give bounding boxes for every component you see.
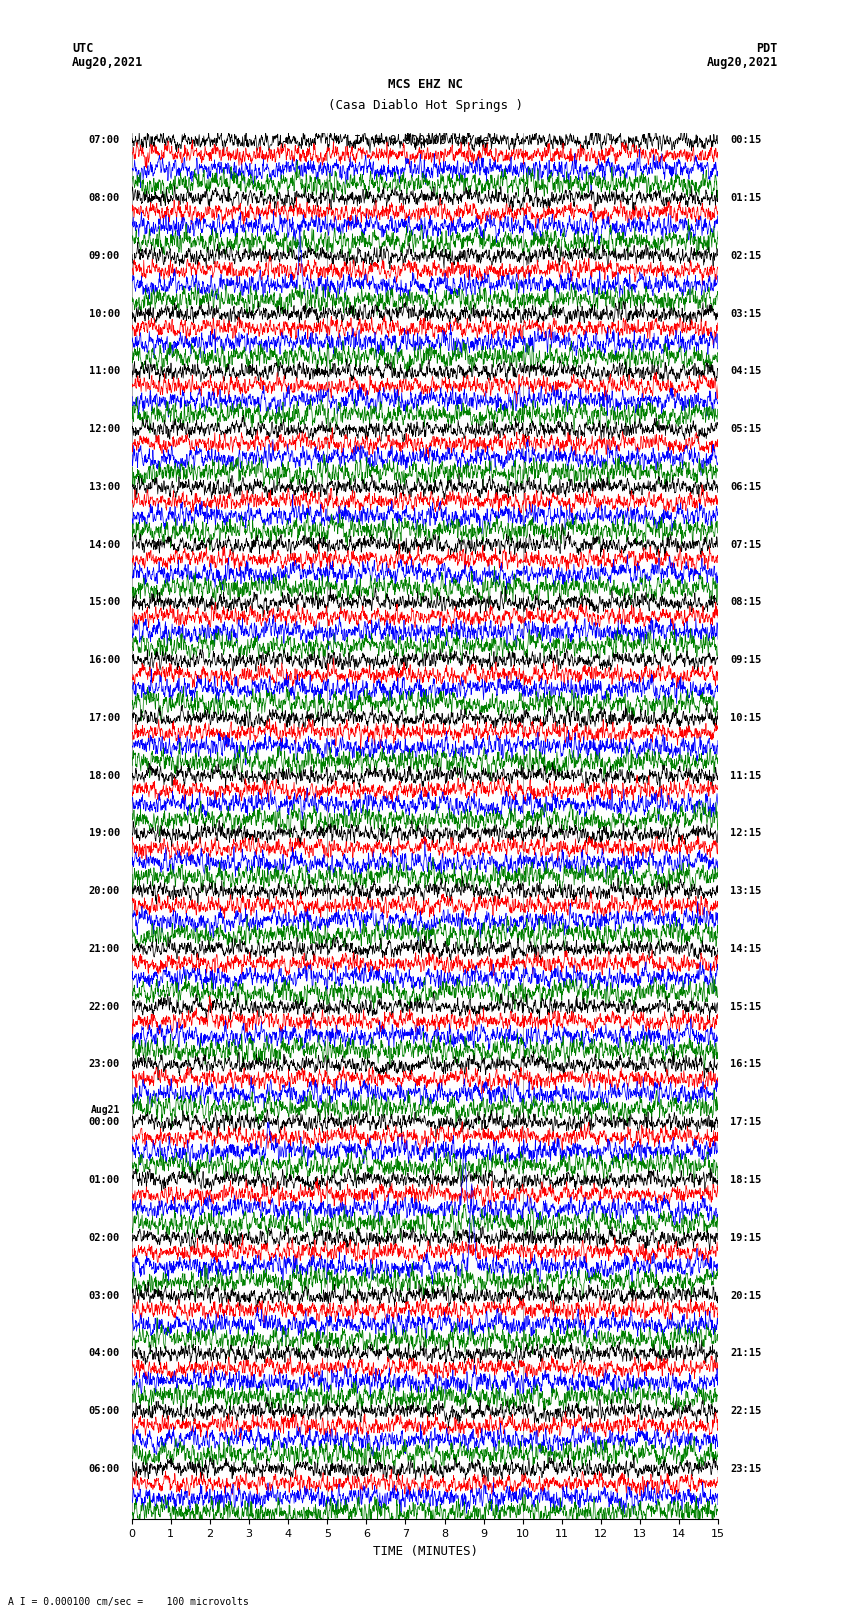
Text: 22:15: 22:15 bbox=[730, 1407, 762, 1416]
Text: 09:00: 09:00 bbox=[88, 250, 120, 261]
Text: 00:00: 00:00 bbox=[88, 1118, 120, 1127]
Text: 21:00: 21:00 bbox=[88, 944, 120, 953]
Text: 08:00: 08:00 bbox=[88, 194, 120, 203]
Text: 05:15: 05:15 bbox=[730, 424, 762, 434]
Text: 18:15: 18:15 bbox=[730, 1174, 762, 1186]
Text: 07:15: 07:15 bbox=[730, 540, 762, 550]
Text: 12:15: 12:15 bbox=[730, 829, 762, 839]
Text: Aug20,2021: Aug20,2021 bbox=[706, 56, 778, 69]
Text: 06:15: 06:15 bbox=[730, 482, 762, 492]
Text: 16:15: 16:15 bbox=[730, 1060, 762, 1069]
Text: 03:00: 03:00 bbox=[88, 1290, 120, 1300]
Text: 08:15: 08:15 bbox=[730, 597, 762, 608]
Text: 17:15: 17:15 bbox=[730, 1118, 762, 1127]
Text: 23:00: 23:00 bbox=[88, 1060, 120, 1069]
Text: 04:00: 04:00 bbox=[88, 1348, 120, 1358]
Text: 06:00: 06:00 bbox=[88, 1465, 120, 1474]
Text: 15:15: 15:15 bbox=[730, 1002, 762, 1011]
Text: 11:00: 11:00 bbox=[88, 366, 120, 376]
Text: PDT: PDT bbox=[756, 42, 778, 55]
X-axis label: TIME (MINUTES): TIME (MINUTES) bbox=[372, 1545, 478, 1558]
Text: 20:00: 20:00 bbox=[88, 886, 120, 897]
Text: 23:15: 23:15 bbox=[730, 1465, 762, 1474]
Text: 13:00: 13:00 bbox=[88, 482, 120, 492]
Text: 02:15: 02:15 bbox=[730, 250, 762, 261]
Text: 05:00: 05:00 bbox=[88, 1407, 120, 1416]
Text: 16:00: 16:00 bbox=[88, 655, 120, 665]
Text: 11:15: 11:15 bbox=[730, 771, 762, 781]
Text: 10:00: 10:00 bbox=[88, 308, 120, 318]
Text: A I = 0.000100 cm/sec =    100 microvolts: A I = 0.000100 cm/sec = 100 microvolts bbox=[8, 1597, 249, 1607]
Text: 20:15: 20:15 bbox=[730, 1290, 762, 1300]
Text: Aug20,2021: Aug20,2021 bbox=[72, 56, 144, 69]
Text: 18:00: 18:00 bbox=[88, 771, 120, 781]
Text: MCS EHZ NC: MCS EHZ NC bbox=[388, 79, 462, 92]
Text: 01:15: 01:15 bbox=[730, 194, 762, 203]
Text: 17:00: 17:00 bbox=[88, 713, 120, 723]
Text: (Casa Diablo Hot Springs ): (Casa Diablo Hot Springs ) bbox=[327, 100, 523, 113]
Text: 07:00: 07:00 bbox=[88, 135, 120, 145]
Text: 22:00: 22:00 bbox=[88, 1002, 120, 1011]
Text: 15:00: 15:00 bbox=[88, 597, 120, 608]
Text: 02:00: 02:00 bbox=[88, 1232, 120, 1242]
Text: 19:00: 19:00 bbox=[88, 829, 120, 839]
Text: 14:15: 14:15 bbox=[730, 944, 762, 953]
Text: 14:00: 14:00 bbox=[88, 540, 120, 550]
Text: 03:15: 03:15 bbox=[730, 308, 762, 318]
Text: Aug21: Aug21 bbox=[91, 1105, 120, 1115]
Text: 13:15: 13:15 bbox=[730, 886, 762, 897]
Text: I  = 0.000100 cm/sec: I = 0.000100 cm/sec bbox=[354, 132, 496, 147]
Text: 00:15: 00:15 bbox=[730, 135, 762, 145]
Text: 21:15: 21:15 bbox=[730, 1348, 762, 1358]
Text: 19:15: 19:15 bbox=[730, 1232, 762, 1242]
Text: 10:15: 10:15 bbox=[730, 713, 762, 723]
Text: 04:15: 04:15 bbox=[730, 366, 762, 376]
Text: 01:00: 01:00 bbox=[88, 1174, 120, 1186]
Text: 12:00: 12:00 bbox=[88, 424, 120, 434]
Text: UTC: UTC bbox=[72, 42, 94, 55]
Text: 09:15: 09:15 bbox=[730, 655, 762, 665]
